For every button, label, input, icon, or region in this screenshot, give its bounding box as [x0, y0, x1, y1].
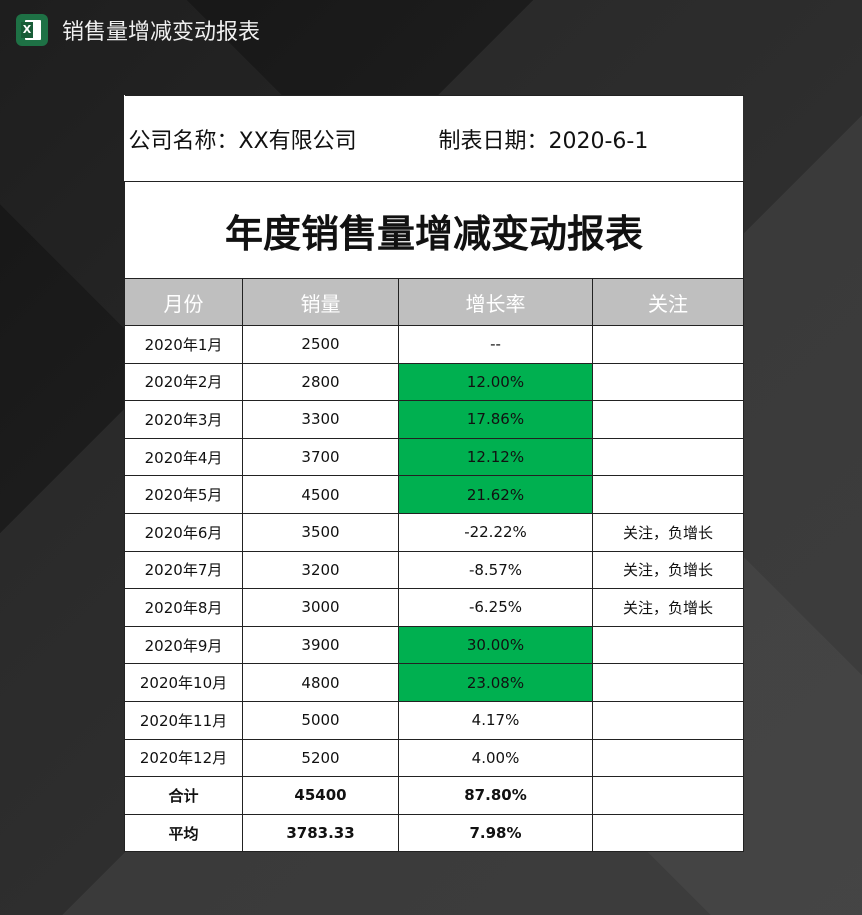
month-cell[interactable]: 2020年8月 — [124, 588, 243, 627]
rate-cell[interactable]: 30.00% — [398, 625, 593, 665]
month-cell[interactable]: 2020年10月 — [124, 663, 243, 702]
summary-label[interactable]: 平均 — [124, 813, 243, 853]
spreadsheet: 公司名称：XX有限公司 制表日期：2020-6-1 年度销售量增减变动报表 月份… — [124, 95, 744, 853]
table-row: 2020年3月 3300 17.86% — [124, 400, 744, 439]
note-cell[interactable] — [592, 437, 744, 477]
summary-rate[interactable]: 87.80% — [398, 776, 593, 815]
table-row: 2020年2月 2800 12.00% — [124, 362, 744, 402]
sales-cell[interactable]: 3900 — [242, 625, 399, 665]
table-row: 2020年7月 3200 -8.57% 关注，负增长 — [124, 550, 744, 590]
summary-note[interactable] — [592, 813, 744, 853]
sales-cell[interactable]: 3000 — [242, 588, 399, 627]
note-cell[interactable] — [592, 475, 744, 514]
sales-cell[interactable]: 2800 — [242, 362, 399, 402]
rate-cell[interactable]: 23.08% — [398, 663, 593, 702]
note-cell[interactable] — [592, 400, 744, 439]
title-bar: X 销售量增减变动报表 — [16, 12, 260, 48]
header-sales[interactable]: 销量 — [242, 278, 399, 326]
table-row: 2020年11月 5000 4.17% — [124, 700, 744, 740]
app-title: 销售量增减变动报表 — [62, 20, 261, 45]
summary-rate[interactable]: 7.98% — [398, 813, 593, 853]
month-cell[interactable]: 2020年6月 — [124, 512, 243, 552]
header-note[interactable]: 关注 — [592, 278, 744, 326]
rate-cell[interactable]: -6.25% — [398, 588, 593, 627]
table-row: 2020年6月 3500 -22.22% 关注，负增长 — [124, 512, 744, 552]
rate-cell[interactable]: -22.22% — [398, 512, 593, 552]
report-title: 年度销售量增减变动报表 — [124, 181, 744, 279]
note-cell[interactable] — [592, 325, 744, 364]
table-row: 2020年4月 3700 12.12% — [124, 437, 744, 477]
month-cell[interactable]: 2020年3月 — [124, 400, 243, 439]
month-cell[interactable]: 2020年12月 — [124, 738, 243, 778]
table-row: 2020年8月 3000 -6.25% 关注，负增长 — [124, 588, 744, 627]
note-cell[interactable] — [592, 663, 744, 702]
rate-cell[interactable]: -- — [398, 325, 593, 364]
sales-cell[interactable]: 4800 — [242, 663, 399, 702]
sales-cell[interactable]: 2500 — [242, 325, 399, 364]
summary-note[interactable] — [592, 776, 744, 815]
sales-cell[interactable]: 5000 — [242, 700, 399, 740]
report-date: 制表日期：2020-6-1 — [398, 95, 744, 182]
note-cell[interactable]: 关注，负增长 — [592, 588, 744, 627]
month-cell[interactable]: 2020年9月 — [124, 625, 243, 665]
rate-cell[interactable]: 12.00% — [398, 362, 593, 402]
note-cell[interactable] — [592, 700, 744, 740]
rate-cell[interactable]: 12.12% — [398, 437, 593, 477]
header-rate[interactable]: 增长率 — [398, 278, 593, 326]
table-row: 2020年5月 4500 21.62% — [124, 475, 744, 514]
month-cell[interactable]: 2020年1月 — [124, 325, 243, 364]
table-row: 2020年12月 5200 4.00% — [124, 738, 744, 778]
summary-row: 平均 3783.33 7.98% — [124, 813, 744, 853]
sales-cell[interactable]: 3300 — [242, 400, 399, 439]
rate-cell[interactable]: 21.62% — [398, 475, 593, 514]
month-cell[interactable]: 2020年11月 — [124, 700, 243, 740]
table-row: 2020年10月 4800 23.08% — [124, 663, 744, 702]
excel-icon: X — [16, 14, 48, 46]
summary-sales[interactable]: 3783.33 — [242, 813, 399, 853]
sales-cell[interactable]: 4500 — [242, 475, 399, 514]
sales-cell[interactable]: 5200 — [242, 738, 399, 778]
summary-label[interactable]: 合计 — [124, 776, 243, 815]
month-cell[interactable]: 2020年2月 — [124, 362, 243, 402]
company-name: 公司名称：XX有限公司 — [124, 95, 399, 182]
month-cell[interactable]: 2020年5月 — [124, 475, 243, 514]
report-table: 公司名称：XX有限公司 制表日期：2020-6-1 年度销售量增减变动报表 月份… — [124, 95, 744, 853]
sales-cell[interactable]: 3500 — [242, 512, 399, 552]
month-cell[interactable]: 2020年7月 — [124, 550, 243, 590]
table-row: 2020年9月 3900 30.00% — [124, 625, 744, 665]
rate-cell[interactable]: -8.57% — [398, 550, 593, 590]
note-cell[interactable] — [592, 625, 744, 665]
sales-cell[interactable]: 3700 — [242, 437, 399, 477]
header-month[interactable]: 月份 — [124, 278, 243, 326]
rate-cell[interactable]: 17.86% — [398, 400, 593, 439]
sales-cell[interactable]: 3200 — [242, 550, 399, 590]
note-cell[interactable]: 关注，负增长 — [592, 550, 744, 590]
table-row: 2020年1月 2500 -- — [124, 325, 744, 364]
rate-cell[interactable]: 4.17% — [398, 700, 593, 740]
summary-sales[interactable]: 45400 — [242, 776, 399, 815]
note-cell[interactable] — [592, 738, 744, 778]
rate-cell[interactable]: 4.00% — [398, 738, 593, 778]
note-cell[interactable] — [592, 362, 744, 402]
month-cell[interactable]: 2020年4月 — [124, 437, 243, 477]
summary-row: 合计 45400 87.80% — [124, 776, 744, 815]
note-cell[interactable]: 关注，负增长 — [592, 512, 744, 552]
